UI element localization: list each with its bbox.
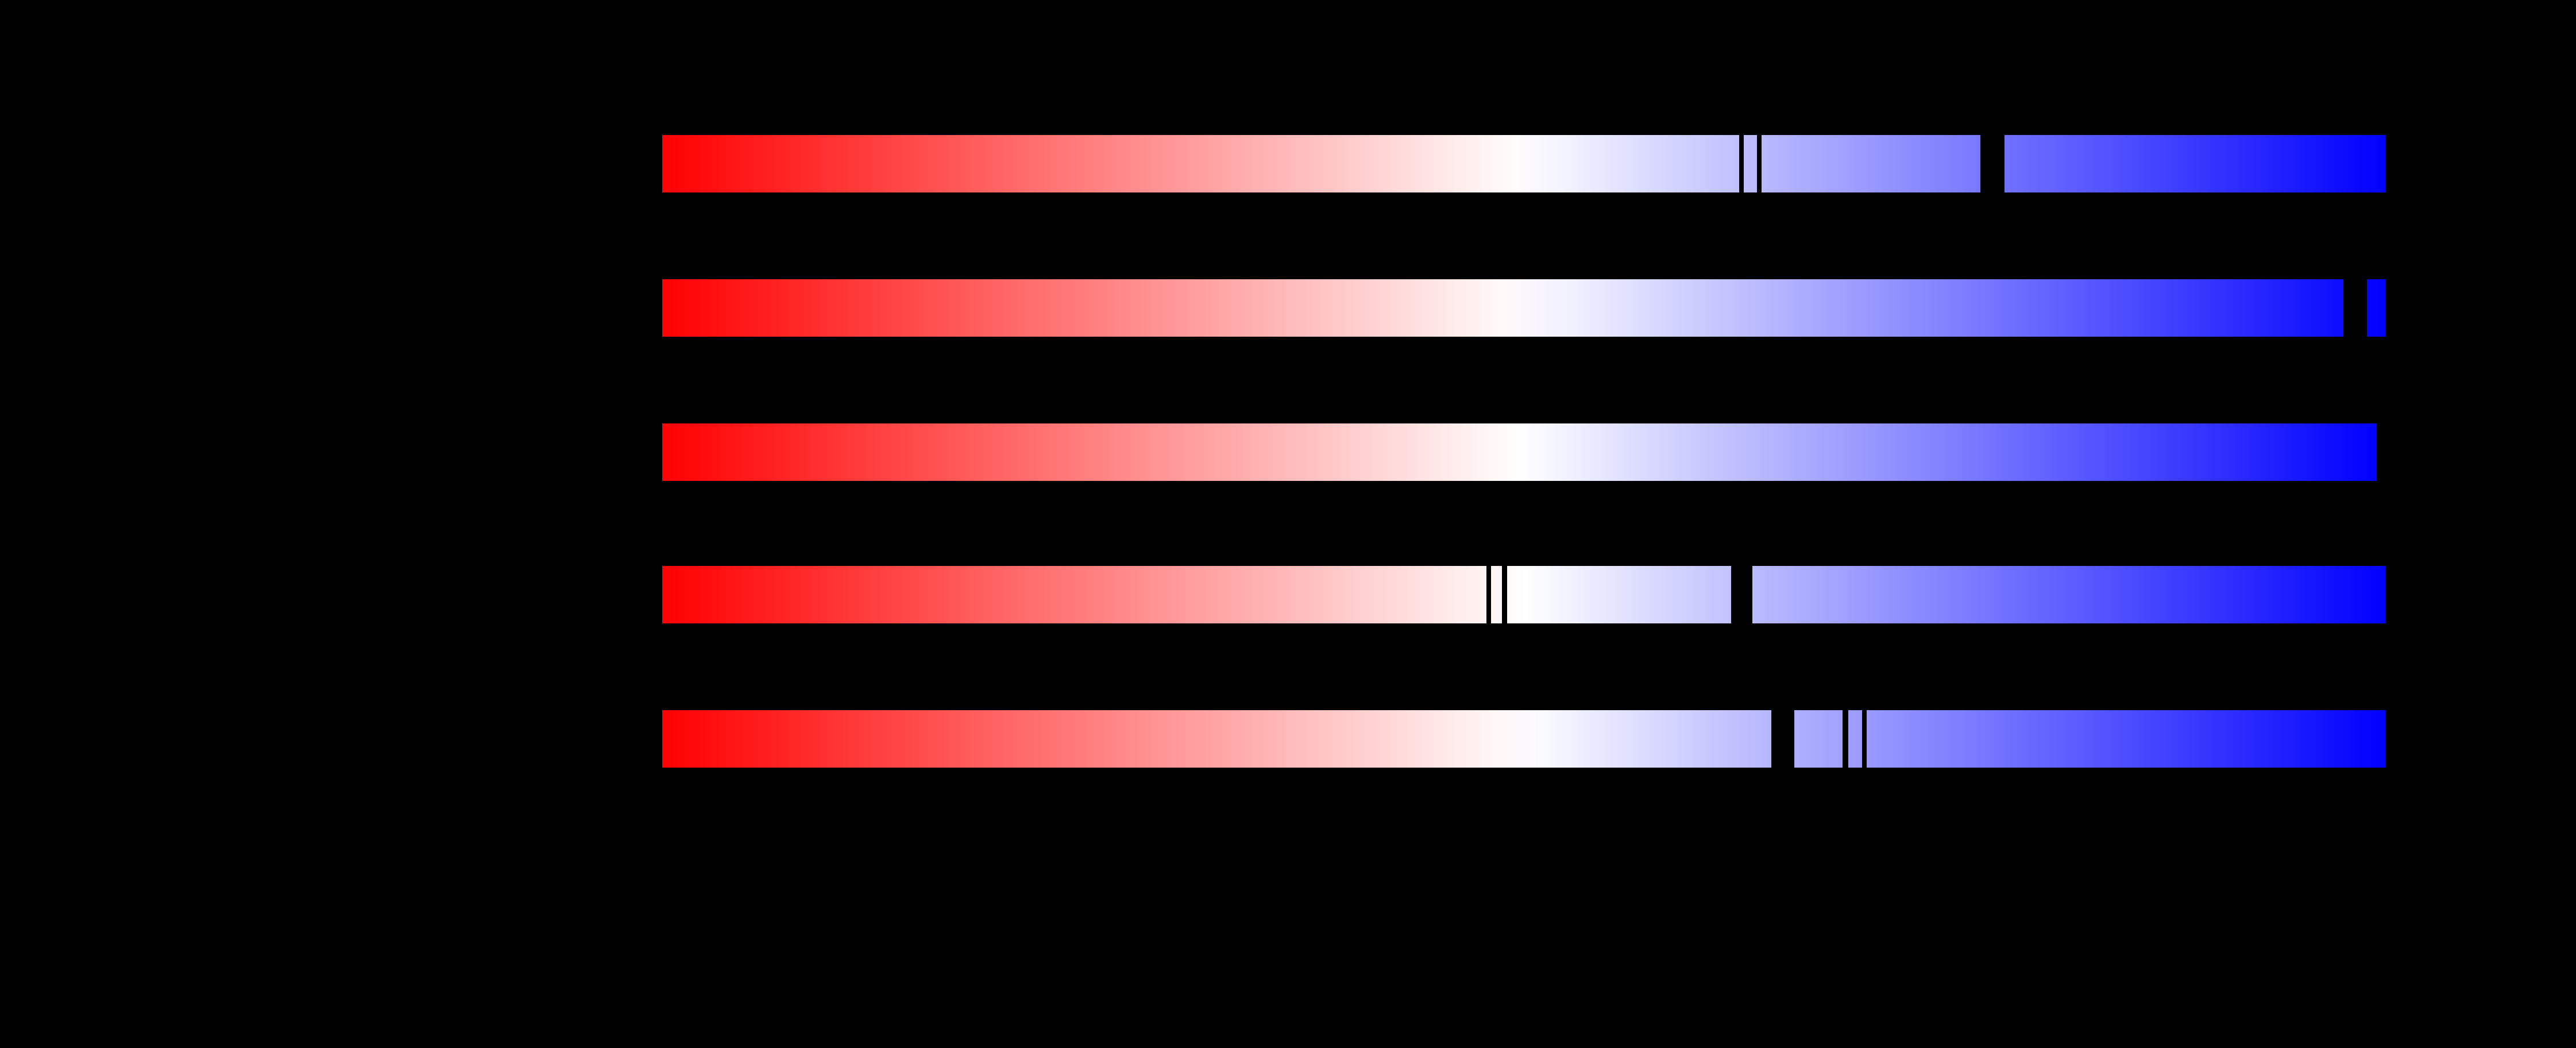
colorbar-row-2	[662, 279, 2385, 337]
colorbar-segment	[1752, 566, 2385, 623]
colorbar-row-4	[662, 566, 2385, 623]
colorbar-segment	[1744, 135, 1757, 192]
colorbar-row-5	[662, 710, 2385, 768]
colorbar-segment	[1794, 710, 1843, 768]
colorbar-segment	[662, 423, 2377, 481]
colorbar-segment	[2005, 135, 2385, 192]
colorbar-segment	[662, 566, 1486, 623]
colorbar-segment	[1762, 135, 1980, 192]
colorbar-segment	[662, 135, 1739, 192]
colorbar-segment	[2367, 279, 2385, 337]
colorbar-segment	[662, 710, 1771, 768]
colorbar-segment	[662, 279, 2343, 337]
colorbar-row-3	[662, 423, 2385, 481]
colorbar-segment	[1867, 710, 2385, 768]
colorbar-segment	[1848, 710, 1862, 768]
colorbar-segment	[1491, 566, 1502, 623]
colorbar-segment	[1507, 566, 1731, 623]
colorbar-row-1	[662, 135, 2385, 192]
